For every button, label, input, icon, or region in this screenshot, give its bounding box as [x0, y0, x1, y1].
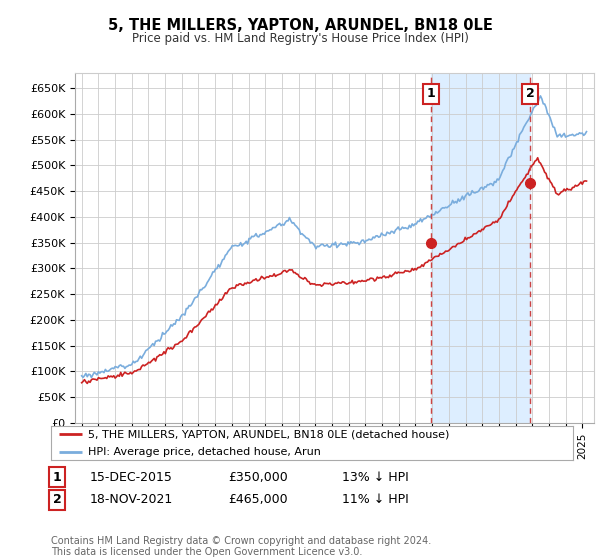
Text: 11% ↓ HPI: 11% ↓ HPI	[342, 493, 409, 506]
Text: 18-NOV-2021: 18-NOV-2021	[90, 493, 173, 506]
Text: 5, THE MILLERS, YAPTON, ARUNDEL, BN18 0LE: 5, THE MILLERS, YAPTON, ARUNDEL, BN18 0L…	[107, 18, 493, 33]
Text: Contains HM Land Registry data © Crown copyright and database right 2024.
This d: Contains HM Land Registry data © Crown c…	[51, 535, 431, 557]
Text: 13% ↓ HPI: 13% ↓ HPI	[342, 470, 409, 484]
Text: 1: 1	[53, 470, 61, 484]
Text: 2: 2	[526, 87, 535, 100]
Text: 15-DEC-2015: 15-DEC-2015	[90, 470, 173, 484]
Bar	[431, 73, 530, 423]
Text: £465,000: £465,000	[228, 493, 287, 506]
Text: £350,000: £350,000	[228, 470, 288, 484]
Text: Price paid vs. HM Land Registry's House Price Index (HPI): Price paid vs. HM Land Registry's House …	[131, 32, 469, 45]
Text: HPI: Average price, detached house, Arun: HPI: Average price, detached house, Arun	[88, 447, 320, 456]
Text: 5, THE MILLERS, YAPTON, ARUNDEL, BN18 0LE (detached house): 5, THE MILLERS, YAPTON, ARUNDEL, BN18 0L…	[88, 430, 449, 439]
Text: 2: 2	[53, 493, 61, 506]
Text: 1: 1	[427, 87, 436, 100]
